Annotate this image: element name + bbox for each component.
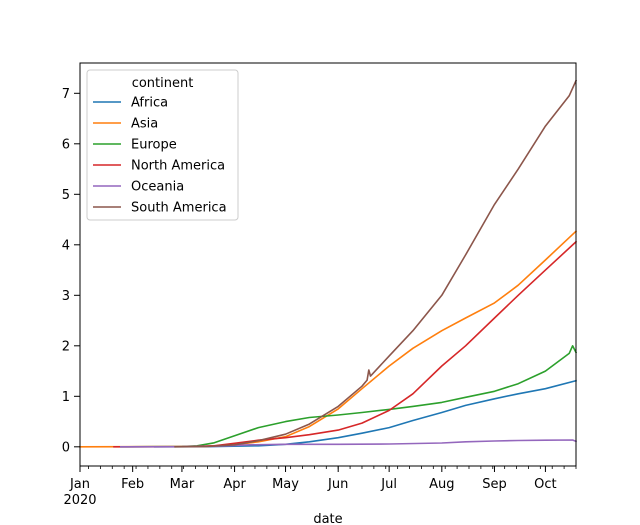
- legend-label-south-america: South America: [131, 201, 227, 216]
- x-tick-label: Mar: [170, 477, 195, 492]
- legend-label-oceania: Oceania: [131, 180, 184, 195]
- legend-frame: [86, 69, 239, 221]
- x-tick-label: Jan: [69, 477, 90, 492]
- y-tick-label: 2: [62, 339, 70, 354]
- y-tick-label: 7: [62, 87, 70, 102]
- y-tick-label: 5: [62, 188, 70, 203]
- x-tick-label: Feb: [121, 477, 144, 492]
- x-tick-label: Sep: [482, 477, 507, 492]
- plot-area-frame: [79, 62, 577, 467]
- x-tick-label: Oct: [534, 477, 556, 492]
- series-line-north-america: [113, 240, 578, 448]
- x-tick-label: Jun: [327, 477, 348, 492]
- legend-label-europe: Europe: [131, 138, 177, 153]
- legend: continent Africa Asia Europe North America O…: [86, 69, 239, 221]
- legend-label-africa: Africa: [131, 96, 168, 111]
- y-tick-label: 0: [62, 440, 70, 455]
- legend-label-asia: Asia: [131, 117, 158, 132]
- legend-title: continent: [132, 76, 194, 91]
- legend-label-north-america: North America: [131, 159, 225, 174]
- series-line-south-america: [174, 79, 578, 448]
- series-line-europe: [119, 345, 578, 448]
- series-layer: [79, 79, 578, 448]
- y-tick-label: 6: [62, 137, 70, 152]
- legend-items: Africa Asia Europe North America Oceania Sout…: [93, 96, 227, 216]
- x-axis-label: date: [313, 512, 342, 525]
- y-tick-label: 3: [62, 289, 70, 304]
- x-tick-label: Jul: [380, 477, 397, 492]
- x-tick-sublabel: 2020: [63, 493, 96, 508]
- y-axis: 0 1 2 3 4 5 6 7: [62, 87, 80, 455]
- y-tick-label: 4: [62, 238, 70, 253]
- x-tick-label: May: [272, 477, 299, 492]
- x-tick-label: Apr: [223, 477, 246, 492]
- y-tick-label: 1: [62, 390, 70, 405]
- x-tick-label: Aug: [429, 477, 454, 492]
